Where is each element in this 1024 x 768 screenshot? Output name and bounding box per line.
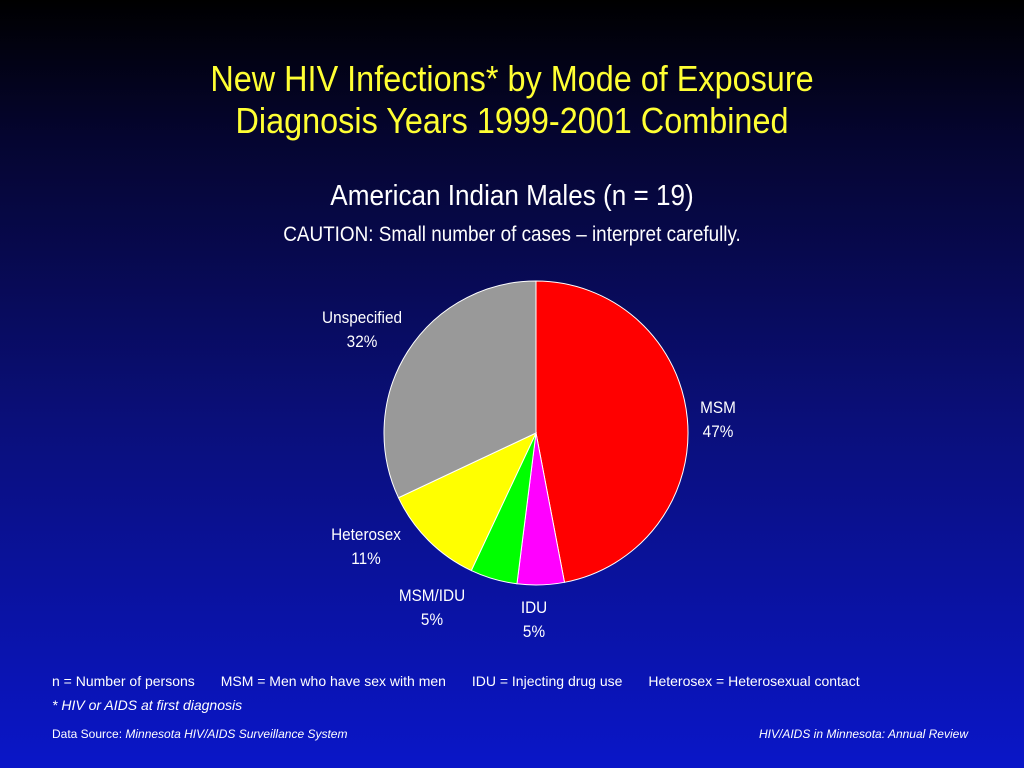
slice-name-heterosex: Heterosex	[331, 525, 401, 544]
slice-pct-heterosex: 11%	[351, 549, 381, 568]
slice-pct-msm: 47%	[702, 422, 734, 441]
abbreviation-footnote: n = Number of persons MSM = Men who have…	[52, 673, 882, 689]
slice-name-unspecified: Unspecified	[322, 308, 402, 327]
footnote-heterosex: Heterosex = Heterosexual contact	[648, 673, 860, 689]
annual-review-credit: HIV/AIDS in Minnesota: Annual Review	[759, 727, 968, 741]
data-source-prefix: Data Source:	[52, 727, 126, 741]
slide-title: New HIV Infections* by Mode of Exposure …	[51, 58, 973, 142]
data-source-name: Minnesota HIV/AIDS Surveillance System	[125, 727, 348, 741]
title-line-2: Diagnosis Years 1999-2001 Combined	[235, 100, 789, 141]
slice-pct-unspecified: 32%	[346, 332, 378, 351]
slice-name-msm: MSM	[700, 398, 736, 417]
footnote-msm: MSM = Men who have sex with men	[220, 673, 446, 689]
caution-note: CAUTION: Small number of cases – interpr…	[283, 223, 741, 246]
data-source: Data Source: Minnesota HIV/AIDS Surveill…	[52, 727, 347, 741]
slice-name-idu: IDU	[520, 598, 548, 617]
slice-pct-idu: 5%	[522, 622, 546, 641]
slice-name-msm-idu: MSM/IDU	[398, 586, 466, 605]
chart-subtitle: American Indian Males (n = 19)	[330, 180, 694, 212]
slice-label-msm-idu: MSM/IDU 5%	[360, 584, 504, 632]
pie-slice-msm	[535, 280, 689, 583]
slice-label-unspecified: Unspecified 32%	[290, 306, 434, 354]
footnote-idu: IDU = Injecting drug use	[471, 673, 623, 689]
slice-label-idu: IDU 5%	[462, 596, 606, 644]
pie-slice-unspecified	[383, 280, 537, 499]
slice-label-msm: MSM 47%	[646, 396, 790, 444]
footnote-star: * HIV or AIDS at first diagnosis	[52, 697, 243, 713]
slice-pct-msm-idu: 5%	[420, 610, 444, 629]
title-line-1: New HIV Infections* by Mode of Exposure	[210, 58, 814, 99]
slice-label-heterosex: Heterosex 11%	[294, 523, 438, 571]
pie-slice-heterosex	[397, 431, 538, 572]
footnote-n: n = Number of persons	[52, 673, 195, 689]
